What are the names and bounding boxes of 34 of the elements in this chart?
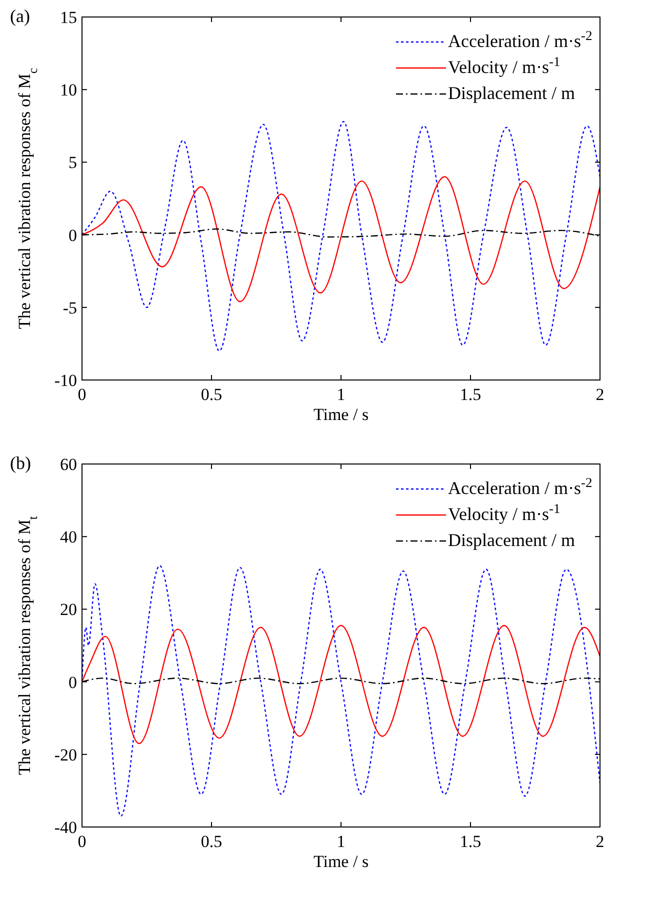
line-series <box>82 120 600 352</box>
x-tick-label: 1 <box>336 832 346 851</box>
legend-label: Displacement / m <box>448 83 575 103</box>
y-tick-label: 0 <box>68 672 77 692</box>
y-tick-label: -5 <box>62 298 77 318</box>
y-tick-label: 15 <box>60 8 77 27</box>
x-tick-label: 0.5 <box>200 832 222 851</box>
y-tick-label: -40 <box>54 818 77 837</box>
y-tick-label: 40 <box>60 528 77 547</box>
y-tick-label: 5 <box>68 153 77 172</box>
legend-label: Acceleration / m·s$^{-2}$ <box>448 474 592 498</box>
x-tick-label: 0.5 <box>200 385 222 404</box>
y-tick-label: -20 <box>54 745 77 764</box>
y-tick-label: 10 <box>60 80 77 100</box>
line-series <box>82 565 600 817</box>
x-tick-label: 1.5 <box>460 832 482 851</box>
x-tick-label: 1 <box>336 385 346 404</box>
chart-title: (a) <box>10 6 30 26</box>
legend-label: Velocity / m·s$^{-1}$ <box>448 500 560 524</box>
x-axis-title: Time / s <box>313 405 369 424</box>
y-tick-label: 60 <box>60 455 77 474</box>
x-axis-title: Time / s <box>313 852 369 871</box>
y-tick-label: -10 <box>54 371 77 390</box>
x-tick-label: 1.5 <box>460 385 482 404</box>
legend-label: Velocity / m·s$^{-1}$ <box>448 54 560 77</box>
chart-title: (b) <box>10 453 31 473</box>
line-series <box>82 176 600 302</box>
y-tick-label: 0 <box>68 226 77 245</box>
x-tick-label: 2 <box>596 385 604 404</box>
legend-label: Acceleration / m·s$^{-2}$ <box>448 28 592 51</box>
line-series <box>82 624 600 744</box>
y-tick-label: 20 <box>60 600 77 620</box>
x-tick-label: 2 <box>596 832 604 851</box>
legend-label: Displacement / m <box>448 530 575 550</box>
